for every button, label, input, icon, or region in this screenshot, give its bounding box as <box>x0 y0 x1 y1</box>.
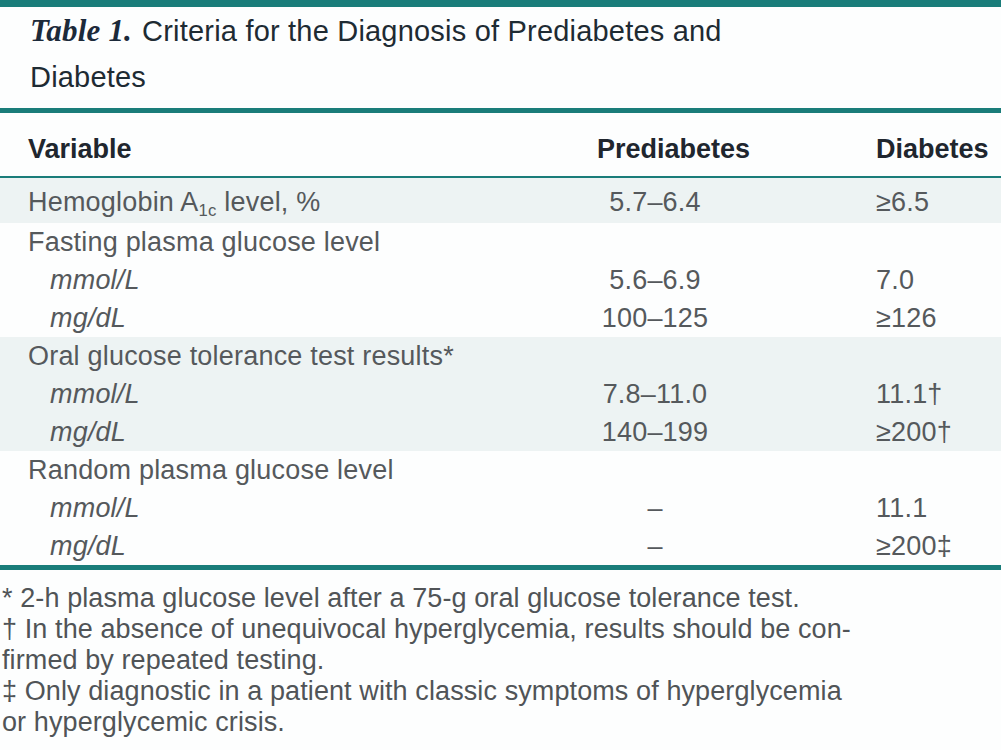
row-label: Random plasma glucose level <box>28 451 394 489</box>
row-label: mg/dL <box>50 413 126 451</box>
footnote-line: ‡ Only diagnostic in a patient with clas… <box>2 676 1001 707</box>
table-number-label: Table 1. <box>30 13 132 48</box>
journal-table-figure: Table 1. Criteria for the Diagnosis of Pr… <box>0 0 1001 750</box>
cell-prediabetes: 7.8–11.0 <box>545 375 765 413</box>
table-row-random-mgdl: mg/dL – ≥200‡ <box>0 527 1001 565</box>
footnote-line: or hyperglycemic crisis. <box>2 707 1001 738</box>
column-header-diabetes: Diabetes <box>876 134 989 165</box>
row-label: mg/dL <box>50 299 126 337</box>
cell-diabetes: ≥126 <box>876 299 937 337</box>
footnote-line: firmed by repeated testing. <box>2 645 1001 676</box>
table-row-fasting-group: Fasting plasma glucose level <box>0 223 1001 261</box>
cell-diabetes: 7.0 <box>876 261 914 299</box>
cell-diabetes: 11.1 <box>876 489 927 527</box>
cell-prediabetes: – <box>545 527 765 565</box>
cell-prediabetes: 100–125 <box>545 299 765 337</box>
table-title: Table 1. Criteria for the Diagnosis of Pr… <box>30 8 960 100</box>
header-top-rule <box>0 108 1001 113</box>
row-label: Fasting plasma glucose level <box>28 223 380 261</box>
row-label: mmol/L <box>50 375 140 413</box>
cell-diabetes: ≥200‡ <box>876 527 952 565</box>
footnote-line: * 2-h plasma glucose level after a 75-g … <box>2 583 1001 614</box>
row-label: mmol/L <box>50 489 140 527</box>
table-caption-line1: Criteria for the Diagnosis of Prediabete… <box>142 15 722 47</box>
table-row-ogtt-mgdl: mg/dL 140–199 ≥200† <box>0 413 1001 451</box>
cell-diabetes: ≥200† <box>876 413 952 451</box>
column-header-prediabetes: Prediabetes <box>597 134 750 165</box>
table-row-fasting-mmol: mmol/L 5.6–6.9 7.0 <box>0 261 1001 299</box>
table-row-random-mmol: mmol/L – 11.1 <box>0 489 1001 527</box>
footnotes-block: * 2-h plasma glucose level after a 75-g … <box>2 583 1001 738</box>
table-row-hemoglobin: Hemoglobin A1c level, % 5.7–6.4 ≥6.5 <box>0 178 1001 223</box>
row-label: mmol/L <box>50 261 140 299</box>
cell-diabetes: ≥6.5 <box>876 178 929 227</box>
table-header-row: Variable Prediabetes Diabetes <box>0 134 1001 174</box>
top-accent-bar <box>0 0 1001 7</box>
table-row-ogtt-group: Oral glucose tolerance test results* <box>0 337 1001 375</box>
column-header-variable: Variable <box>28 134 132 165</box>
table-row-ogtt-mmol: mmol/L 7.8–11.0 11.1† <box>0 375 1001 413</box>
row-label: mg/dL <box>50 527 126 565</box>
table-row-fasting-mgdl: mg/dL 100–125 ≥126 <box>0 299 1001 337</box>
cell-diabetes: 11.1† <box>876 375 943 413</box>
table-body: Hemoglobin A1c level, % 5.7–6.4 ≥6.5 Fas… <box>0 178 1001 565</box>
cell-prediabetes: – <box>545 489 765 527</box>
a1c-subscript: 1c <box>199 201 217 220</box>
footnote-line: † In the absence of unequivocal hypergly… <box>2 614 1001 645</box>
table-row-random-group: Random plasma glucose level <box>0 451 1001 489</box>
table-caption-line2: Diabetes <box>30 54 960 100</box>
cell-prediabetes: 5.7–6.4 <box>545 178 765 227</box>
row-label: Oral glucose tolerance test results* <box>28 337 454 375</box>
table-bottom-rule <box>0 565 1001 570</box>
cell-prediabetes: 140–199 <box>545 413 765 451</box>
cell-prediabetes: 5.6–6.9 <box>545 261 765 299</box>
